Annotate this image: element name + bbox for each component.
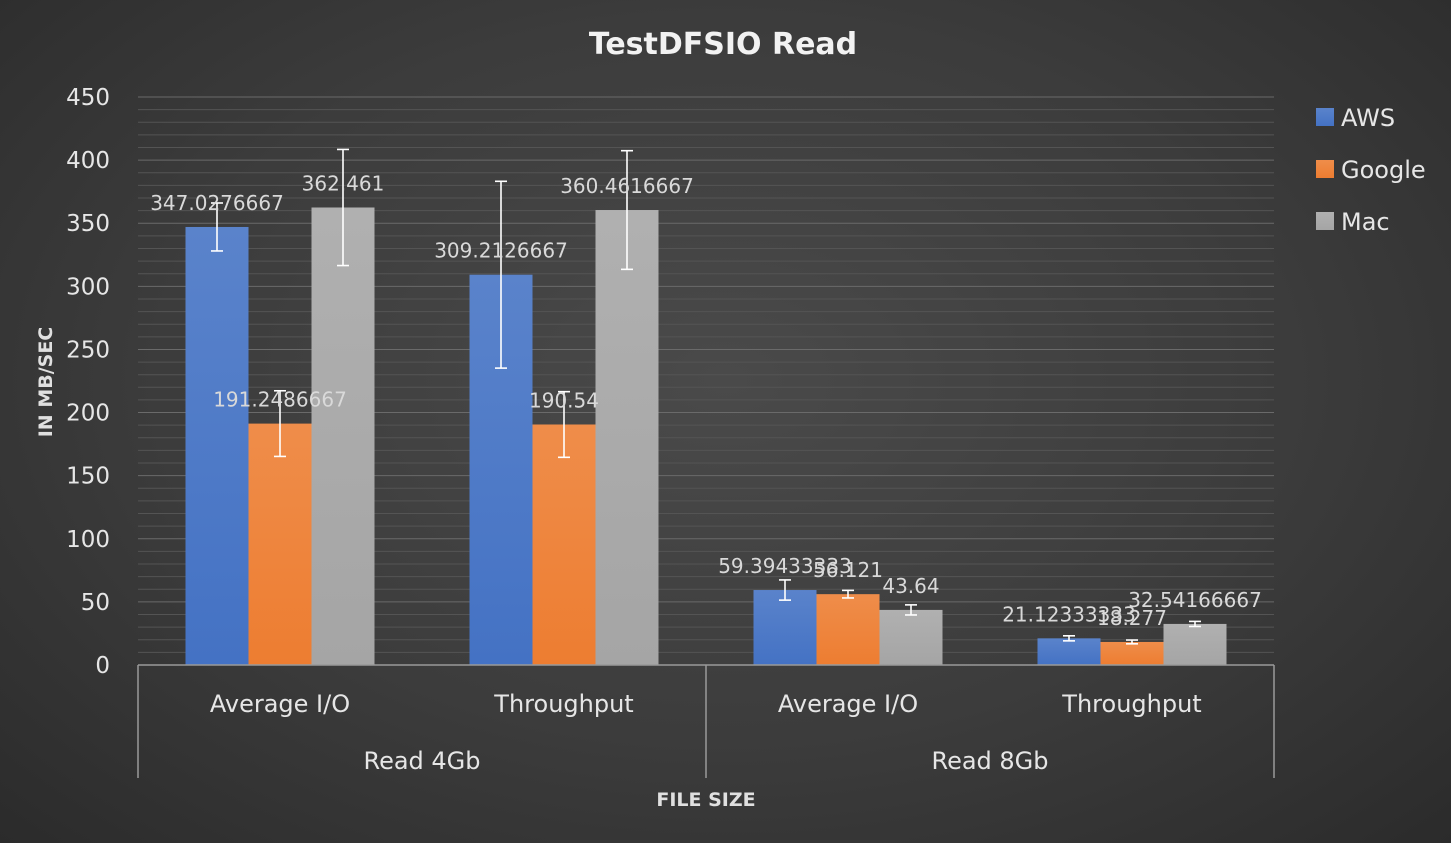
data-label-google-2: 56.121 [813,558,883,582]
x-category-label: Throughput [493,690,633,718]
bars [185,207,1227,666]
data-label-mac-2: 43.64 [882,574,939,598]
legend-label: AWS [1341,104,1395,132]
data-label-aws-2: 59.39433333 [718,554,852,578]
x-axis-title: FILE SIZE [656,789,755,811]
bar-google-1 [532,424,596,665]
legend-item-aws: AWS [1316,104,1395,132]
x-category-label: Average I/O [778,690,918,718]
error-bars [211,148,1201,645]
data-label-google-0: 191.2486667 [213,388,347,412]
data-label-aws-3: 21.12333333 [1002,602,1136,626]
legend-label: Mac [1341,208,1390,236]
legend-swatch [1316,108,1334,126]
x-group-label: Read 8Gb [931,747,1048,775]
bar-mac-2 [879,609,943,665]
y-tick-label: 300 [66,274,110,300]
error-bar [621,149,633,271]
y-tick-label: 450 [66,85,110,111]
data-labels: 347.0276667 191.2486667 362.461 309.2126667… [150,171,1262,629]
legend-swatch [1316,160,1334,178]
legend-item-google: Google [1316,156,1426,184]
bar-mac-0 [311,207,375,666]
x-category-label: Average I/O [210,690,350,718]
error-bar [211,202,223,252]
error-bar [1063,635,1075,642]
y-tick-label: 50 [81,590,110,616]
error-bar [558,390,570,459]
bar-google-2 [816,594,880,665]
bar-mac-1 [595,210,659,665]
data-label-google-1: 190.54 [529,388,599,412]
bar-google-3 [1100,641,1164,665]
error-bar [1126,639,1138,645]
data-label-mac-1: 360.4616667 [560,174,694,198]
y-tick-label: 100 [66,527,110,553]
bar-google-0 [248,423,312,665]
error-bar [495,180,507,369]
y-tick-label: 150 [66,464,110,490]
error-bar [274,389,286,458]
bar-aws-2 [753,590,817,665]
y-tick-label: 350 [66,211,110,237]
bar-mac-3 [1163,623,1227,665]
x-group-label: Read 4Gb [363,747,480,775]
error-bar [337,148,349,267]
y-tick-label: 200 [66,401,110,427]
data-label-aws-1: 309.2126667 [434,239,568,263]
y-tick-label: 250 [66,337,110,363]
bar-aws-3 [1037,638,1101,665]
legend-swatch [1316,212,1334,230]
legend-label: Google [1341,156,1426,184]
x-category-label: Throughput [1061,690,1201,718]
legend-item-mac: Mac [1316,208,1390,236]
error-bar [842,589,854,599]
axes: 0 50 100 150 200 250 300 350 400 450 Average I/O Th… [66,85,1275,778]
y-axis-title: IN MB/SEC [35,327,57,438]
data-label-aws-0: 347.0276667 [150,191,284,215]
error-bar [905,604,917,616]
y-tick-label: 400 [66,148,110,174]
bar-aws-0 [185,226,249,665]
data-label-mac-3: 32.54166667 [1128,588,1262,612]
data-label-mac-0: 362.461 [302,171,385,195]
chart-title: TestDFSIO Read [589,27,857,62]
error-bar [779,579,791,601]
legend: AWS Google Mac [1316,104,1426,236]
data-label-google-3: 18.277 [1097,606,1167,630]
error-bar [1189,620,1201,628]
y-tick-label: 0 [95,653,110,679]
